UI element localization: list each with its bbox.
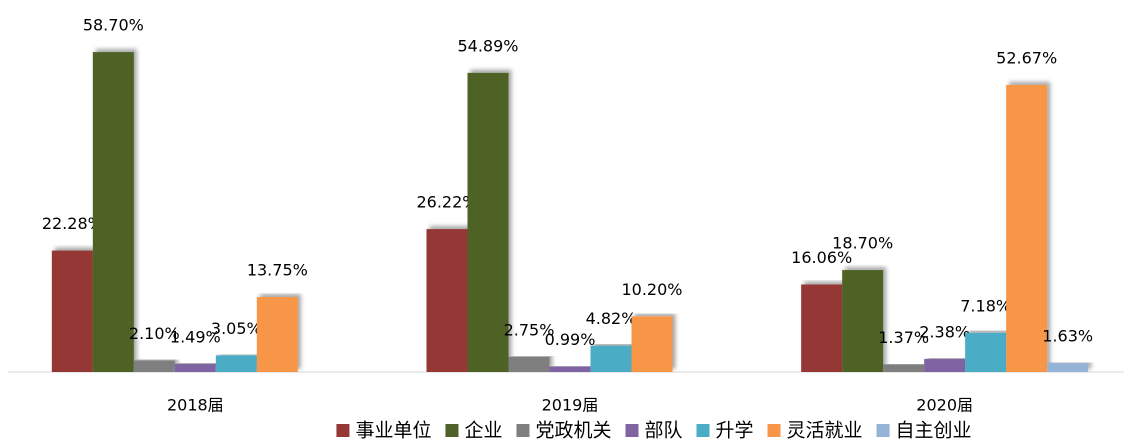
data-label: 4.82%: [586, 309, 637, 328]
data-label: 1.63%: [1042, 327, 1093, 346]
legend-label: 自主创业: [896, 420, 972, 441]
legend-swatch: [445, 424, 459, 437]
data-label: 3.05%: [211, 319, 262, 338]
data-label: 58.70%: [83, 16, 144, 35]
bar: [549, 366, 591, 372]
data-label: 2.75%: [504, 321, 555, 340]
bar: [508, 357, 550, 372]
data-label: 10.20%: [621, 280, 682, 299]
data-label: 1.49%: [170, 327, 221, 346]
legend-swatch: [336, 424, 350, 437]
data-label: 54.89%: [457, 36, 518, 55]
bar: [801, 284, 843, 372]
bar: [51, 250, 93, 372]
bar: [467, 72, 509, 373]
data-label: 1.37%: [878, 328, 929, 347]
bar: [883, 364, 925, 372]
bar: [256, 297, 298, 372]
x-tick-label: 2020届: [916, 396, 973, 415]
data-label: 16.06%: [791, 248, 852, 267]
data-label: 2.10%: [129, 324, 180, 343]
legend-swatch: [767, 424, 781, 437]
data-label: 52.67%: [996, 48, 1057, 67]
x-tick-label: 2019届: [542, 396, 599, 415]
bar: [842, 270, 884, 372]
legend-label: 企业: [464, 420, 502, 441]
data-label: 18.70%: [832, 234, 893, 253]
bar: [924, 359, 966, 372]
bar: [92, 52, 134, 373]
legend-label: 党政机关: [535, 420, 611, 441]
bar: [1047, 363, 1089, 372]
legend-label: 升学: [716, 420, 754, 441]
legend-label: 灵活就业: [787, 420, 863, 441]
data-label: 13.75%: [247, 261, 308, 280]
data-label: 22.28%: [42, 214, 103, 233]
legend-swatch: [625, 424, 639, 437]
bar: [631, 316, 673, 372]
x-tick-label: 2018届: [167, 396, 224, 415]
bar: [590, 345, 632, 372]
legend-label: 事业单位: [355, 420, 431, 441]
bar: [133, 360, 175, 372]
legend-swatch: [516, 424, 530, 437]
bar: [215, 355, 257, 372]
bar: [426, 229, 468, 372]
data-label: 2.38%: [919, 323, 970, 342]
legend-swatch: [696, 424, 710, 437]
bar: [965, 332, 1007, 372]
bar: [1006, 84, 1048, 373]
data-label: 26.22%: [416, 193, 477, 212]
data-label: 7.18%: [960, 296, 1011, 315]
legend-label: 部队: [644, 420, 682, 441]
data-label: 0.99%: [545, 330, 596, 349]
bar: [174, 363, 216, 372]
legend-swatch: [876, 424, 890, 437]
